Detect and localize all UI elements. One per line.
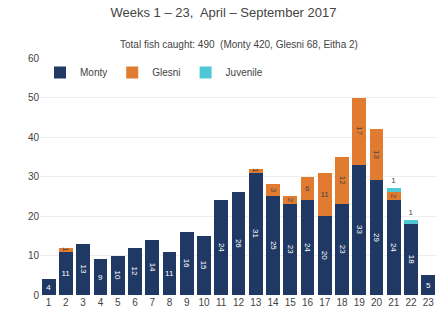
svg-text:Monty: Monty bbox=[80, 67, 107, 78]
svg-text:25: 25 bbox=[269, 241, 278, 250]
svg-text:23: 23 bbox=[423, 297, 435, 308]
svg-text:Glesni: Glesni bbox=[152, 67, 180, 78]
svg-text:18: 18 bbox=[407, 255, 416, 264]
svg-text:4: 4 bbox=[46, 283, 51, 292]
svg-text:15: 15 bbox=[285, 297, 297, 308]
svg-text:0: 0 bbox=[33, 290, 39, 301]
svg-text:11: 11 bbox=[61, 269, 70, 278]
svg-text:11: 11 bbox=[216, 297, 227, 308]
svg-text:29: 29 bbox=[372, 233, 381, 242]
svg-text:22: 22 bbox=[406, 297, 418, 308]
svg-text:1: 1 bbox=[409, 208, 414, 217]
svg-text:20: 20 bbox=[371, 297, 383, 308]
svg-text:6: 6 bbox=[132, 297, 138, 308]
svg-text:13: 13 bbox=[372, 150, 381, 159]
svg-text:20: 20 bbox=[320, 251, 329, 260]
svg-text:14: 14 bbox=[148, 263, 157, 272]
svg-text:20: 20 bbox=[28, 211, 40, 222]
svg-text:8: 8 bbox=[167, 297, 173, 308]
svg-text:18: 18 bbox=[337, 297, 349, 308]
svg-text:Weeks 1 – 23, April – Septemb: Weeks 1 – 23, April – September 2017 bbox=[111, 5, 337, 20]
svg-text:1: 1 bbox=[391, 176, 396, 185]
svg-text:13: 13 bbox=[79, 265, 88, 274]
svg-text:13: 13 bbox=[250, 297, 262, 308]
svg-text:11: 11 bbox=[165, 269, 174, 278]
svg-text:12: 12 bbox=[338, 176, 347, 185]
svg-text:14: 14 bbox=[267, 297, 279, 308]
svg-text:50: 50 bbox=[28, 92, 40, 103]
svg-text:16: 16 bbox=[302, 297, 314, 308]
svg-text:10: 10 bbox=[113, 271, 122, 280]
svg-text:17: 17 bbox=[319, 297, 331, 308]
svg-text:24: 24 bbox=[303, 243, 312, 252]
svg-text:23: 23 bbox=[338, 245, 347, 254]
svg-text:19: 19 bbox=[354, 297, 366, 308]
svg-text:24: 24 bbox=[217, 243, 226, 252]
svg-text:23: 23 bbox=[286, 245, 295, 254]
svg-text:21: 21 bbox=[388, 297, 400, 308]
svg-text:17: 17 bbox=[355, 126, 364, 135]
svg-text:2: 2 bbox=[389, 194, 398, 199]
svg-text:12: 12 bbox=[130, 267, 139, 276]
svg-text:26: 26 bbox=[234, 239, 243, 248]
svg-text:11: 11 bbox=[320, 190, 329, 199]
svg-text:9: 9 bbox=[98, 273, 103, 282]
svg-text:3: 3 bbox=[269, 188, 278, 193]
svg-text:1: 1 bbox=[46, 297, 52, 308]
svg-text:60: 60 bbox=[28, 53, 40, 64]
svg-text:Total fish caught: 490 (Monty: Total fish caught: 490 (Monty 420, Glesn… bbox=[120, 39, 358, 50]
svg-text:31: 31 bbox=[251, 229, 260, 238]
svg-text:40: 40 bbox=[28, 132, 40, 143]
svg-text:30: 30 bbox=[28, 171, 40, 182]
svg-text:Juvenile: Juvenile bbox=[226, 67, 263, 78]
svg-text:15: 15 bbox=[199, 261, 208, 270]
svg-text:5: 5 bbox=[426, 281, 431, 290]
svg-text:1: 1 bbox=[61, 247, 70, 252]
svg-text:10: 10 bbox=[28, 250, 40, 261]
svg-text:33: 33 bbox=[355, 225, 364, 234]
svg-text:5: 5 bbox=[115, 297, 121, 308]
svg-text:2: 2 bbox=[63, 297, 69, 308]
svg-text:4: 4 bbox=[98, 297, 104, 308]
svg-text:6: 6 bbox=[305, 184, 310, 193]
svg-text:12: 12 bbox=[233, 297, 245, 308]
svg-text:2: 2 bbox=[286, 198, 295, 203]
svg-text:16: 16 bbox=[182, 259, 191, 268]
svg-text:3: 3 bbox=[80, 297, 86, 308]
svg-text:10: 10 bbox=[198, 297, 210, 308]
svg-text:9: 9 bbox=[184, 297, 190, 308]
svg-text:24: 24 bbox=[389, 243, 398, 252]
svg-text:1: 1 bbox=[251, 168, 260, 173]
svg-text:7: 7 bbox=[149, 297, 155, 308]
